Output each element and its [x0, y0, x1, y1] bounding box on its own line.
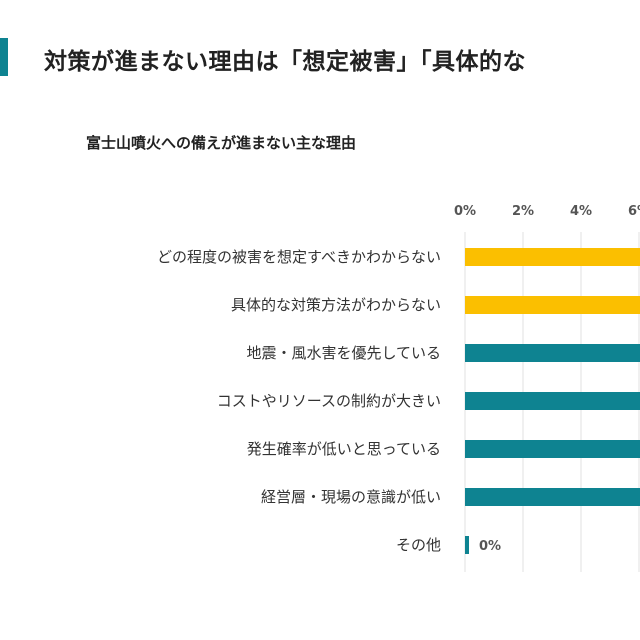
bar	[465, 536, 469, 554]
title-accent-bar	[0, 38, 8, 76]
x-tick-label: 4%	[570, 204, 592, 219]
category-label: どの程度の被害を想定すべきかわからない	[157, 248, 441, 266]
bar	[465, 440, 640, 458]
bar	[465, 344, 640, 362]
bar	[465, 488, 640, 506]
chart-title: 富士山噴火への備えが進まない主な理由	[86, 134, 357, 152]
category-label: 発生確率が低いと思っている	[247, 440, 441, 458]
x-tick-label: 0%	[454, 204, 476, 219]
data-label: 0%	[479, 539, 501, 554]
category-label: コストやリソースの制約が大きい	[217, 392, 441, 410]
bar	[465, 248, 640, 266]
category-label: その他	[396, 536, 441, 554]
x-tick-label: 6%	[628, 204, 640, 219]
page-title: 対策が進まない理由は「想定被害」「具体的な	[44, 49, 526, 75]
x-tick-label: 2%	[512, 204, 534, 219]
category-label: 具体的な対策方法がわからない	[231, 296, 441, 314]
category-label: 経営層・現場の意識が低い	[261, 488, 441, 506]
bar	[465, 296, 640, 314]
category-label: 地震・風水害を優先している	[246, 344, 441, 362]
bar	[465, 392, 640, 410]
